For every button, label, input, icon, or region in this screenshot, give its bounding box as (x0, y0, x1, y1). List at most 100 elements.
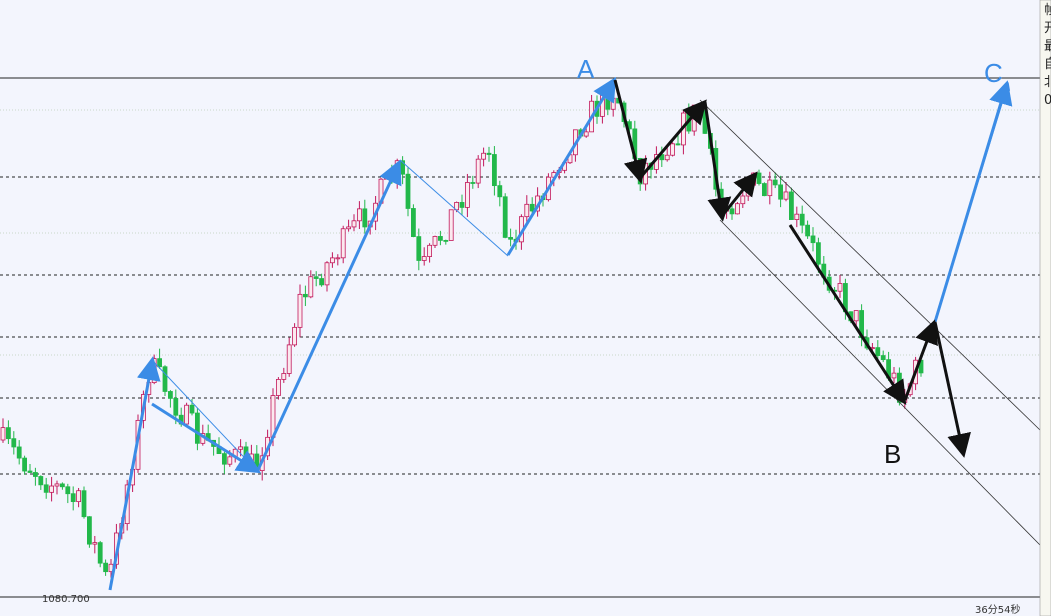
candle-body (789, 191, 794, 220)
candle-body (281, 373, 287, 380)
channel-line (719, 219, 1041, 546)
candle-body (11, 438, 17, 448)
candle-body (729, 208, 735, 215)
wave-arrow (108, 356, 161, 591)
candle-body (383, 173, 389, 180)
wave-arrow (903, 319, 938, 401)
wave-arrow (933, 321, 971, 458)
candle-body (76, 490, 81, 503)
candle-body (891, 372, 897, 379)
candle-body (432, 236, 438, 246)
candle-body (529, 203, 535, 212)
candle-body (735, 203, 740, 215)
candle-body (16, 446, 22, 459)
candle-body (356, 208, 362, 222)
wave-arrow (933, 80, 1013, 323)
candle-body (324, 262, 330, 286)
candle-body (416, 236, 422, 261)
candle-body (880, 355, 886, 361)
candle-body (783, 191, 789, 200)
candle-body (524, 203, 530, 218)
candle-body (664, 154, 670, 161)
candle-body (70, 493, 76, 503)
candle-body (427, 244, 433, 257)
candle-body (97, 542, 103, 564)
candle-body (27, 470, 33, 473)
candle-body (810, 235, 816, 244)
candle-body (173, 397, 179, 416)
candle-body (238, 446, 244, 450)
side-panel-char: 最 (1044, 39, 1051, 54)
candle-body (340, 228, 346, 259)
candle-body (6, 427, 11, 440)
candle-body (502, 196, 508, 238)
wave-arrow (703, 101, 732, 222)
candle-body (33, 472, 38, 477)
candle-body (103, 562, 108, 573)
candle-body (610, 97, 616, 110)
candle-body (497, 185, 503, 198)
candle-body (87, 516, 92, 545)
candle-body (778, 184, 783, 200)
candle-body (286, 344, 292, 374)
channel-line (699, 99, 1041, 431)
candle-body (875, 347, 881, 356)
candle-body (475, 158, 481, 184)
candle-body (227, 456, 233, 465)
candle-body (157, 358, 163, 368)
candle-body (464, 182, 470, 208)
candle-body (60, 483, 65, 488)
candle-body (448, 209, 454, 241)
side-panel-char: 0 (1044, 93, 1051, 108)
candle-body (54, 483, 60, 487)
candle-body (767, 179, 773, 197)
candle-body (470, 182, 476, 184)
candle-body (194, 412, 200, 444)
wave-arrow (506, 76, 617, 256)
candle-body (837, 283, 843, 292)
side-panel (1039, 0, 1051, 616)
candle-body (313, 276, 319, 279)
candle-body (81, 490, 87, 518)
candle-body (49, 485, 54, 493)
candle-body (167, 391, 173, 399)
candle-body (405, 173, 411, 209)
wave-arrow (720, 171, 758, 217)
low-price-label: 1080.700 (42, 594, 90, 605)
candle-body (799, 213, 805, 226)
candle-body (740, 195, 746, 205)
timer-label: 36分54秒 (975, 603, 1020, 616)
wave-arrow (151, 402, 262, 474)
candle-body (853, 310, 859, 322)
wave-label-a: A (577, 54, 595, 84)
candle-body (189, 404, 195, 414)
wave-arrow (613, 79, 648, 184)
candle-body (308, 276, 314, 298)
wave-arrow (638, 99, 707, 179)
candle-body (319, 278, 325, 286)
candle-body (346, 226, 352, 230)
candle-body (184, 404, 190, 425)
wave-label-b: B (884, 439, 901, 469)
candle-body (351, 220, 357, 228)
candle-body (362, 208, 368, 228)
side-panel-char: 自 (1044, 57, 1051, 72)
candle-body (481, 152, 487, 160)
candle-body (762, 183, 767, 197)
candle-body (221, 453, 227, 465)
candle-body (675, 143, 681, 146)
side-panel-char: 北 (1044, 75, 1051, 90)
candle-body (38, 476, 44, 486)
candle-body (43, 484, 49, 493)
candle-body (772, 179, 778, 186)
candle-body (491, 154, 497, 187)
side-panel-char: 开 (1044, 21, 1051, 36)
candle-body (410, 208, 416, 237)
candle-body (508, 237, 514, 240)
candle-body (756, 172, 762, 184)
candle-body (92, 542, 98, 545)
candle-body (459, 202, 465, 208)
